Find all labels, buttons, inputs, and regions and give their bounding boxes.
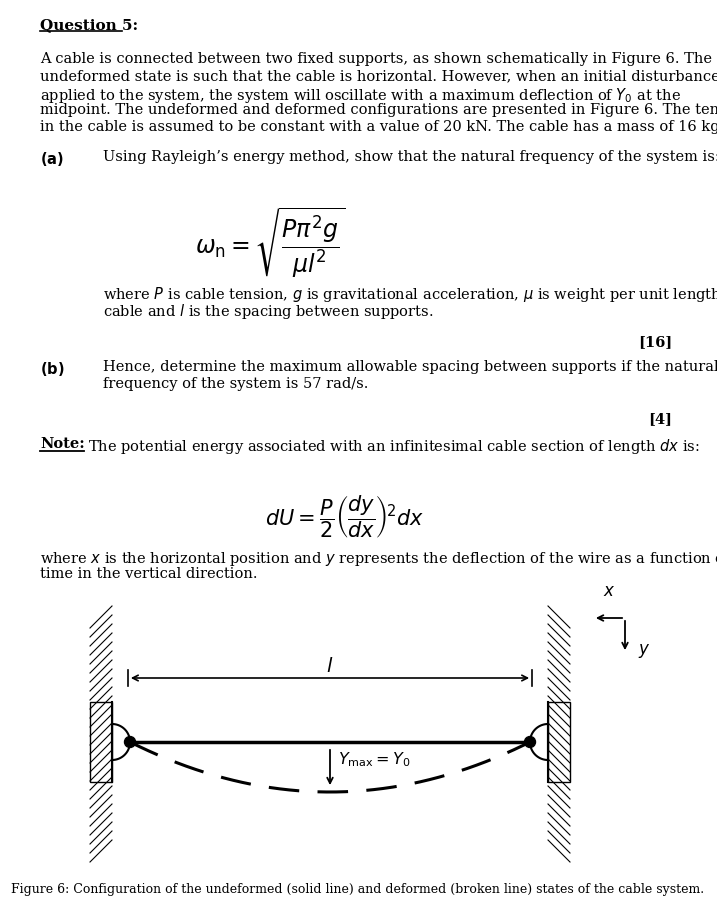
Text: The potential energy associated with an infinitesimal cable section of length $d: The potential energy associated with an …: [88, 437, 700, 456]
Text: midpoint. The undeformed and deformed configurations are presented in Figure 6. : midpoint. The undeformed and deformed co…: [40, 103, 717, 117]
Text: undeformed state is such that the cable is horizontal. However, when an initial : undeformed state is such that the cable …: [40, 69, 717, 83]
Circle shape: [525, 737, 536, 748]
Text: in the cable is assumed to be constant with a value of 20 kN. The cable has a ma: in the cable is assumed to be constant w…: [40, 120, 717, 134]
Text: $\mathbf{(b)}$: $\mathbf{(b)}$: [40, 360, 65, 378]
Text: Question 5:: Question 5:: [40, 18, 138, 32]
Text: applied to the system, the system will oscillate with a maximum deflection of $Y: applied to the system, the system will o…: [40, 86, 681, 105]
Text: $y$: $y$: [638, 642, 650, 660]
Text: where $P$ is cable tension, $g$ is gravitational acceleration, $\mu$ is weight p: where $P$ is cable tension, $g$ is gravi…: [103, 285, 717, 304]
Text: $Y_{\mathrm{max}} = Y_0$: $Y_{\mathrm{max}} = Y_0$: [338, 750, 410, 769]
Text: $l$: $l$: [326, 657, 333, 676]
Text: Using Rayleigh’s energy method, show that the natural frequency of the system is: Using Rayleigh’s energy method, show tha…: [103, 150, 717, 164]
Text: [4]: [4]: [648, 412, 672, 426]
Text: $\mathbf{(a)}$: $\mathbf{(a)}$: [40, 150, 64, 168]
Text: $\omega_{\mathrm{n}} = \sqrt{\dfrac{P\pi^2 g}{\mu l^2}}$: $\omega_{\mathrm{n}} = \sqrt{\dfrac{P\pi…: [195, 205, 345, 280]
Bar: [90, 702, 112, 782]
Text: frequency of the system is 57 rad/s.: frequency of the system is 57 rad/s.: [103, 377, 369, 391]
Text: [16]: [16]: [637, 335, 672, 349]
Text: time in the vertical direction.: time in the vertical direction.: [40, 567, 257, 581]
Text: Hence, determine the maximum allowable spacing between supports if the natural: Hence, determine the maximum allowable s…: [103, 360, 717, 374]
Circle shape: [125, 737, 136, 748]
Text: cable and $l$ is the spacing between supports.: cable and $l$ is the spacing between sup…: [103, 302, 433, 321]
Text: Note:: Note:: [40, 437, 85, 451]
Text: where $x$ is the horizontal position and $y$ represents the deflection of the wi: where $x$ is the horizontal position and…: [40, 550, 717, 568]
Text: Figure 6: Configuration of the undeformed (solid line) and deformed (broken line: Figure 6: Configuration of the undeforme…: [11, 883, 705, 896]
Text: $dU = \dfrac{P}{2}\left(\dfrac{dy}{dx}\right)^{\!2} dx$: $dU = \dfrac{P}{2}\left(\dfrac{dy}{dx}\r…: [265, 493, 424, 540]
Bar: [548, 702, 570, 782]
Text: $x$: $x$: [603, 583, 615, 600]
Text: A cable is connected between two fixed supports, as shown schematically in Figur: A cable is connected between two fixed s…: [40, 52, 712, 66]
